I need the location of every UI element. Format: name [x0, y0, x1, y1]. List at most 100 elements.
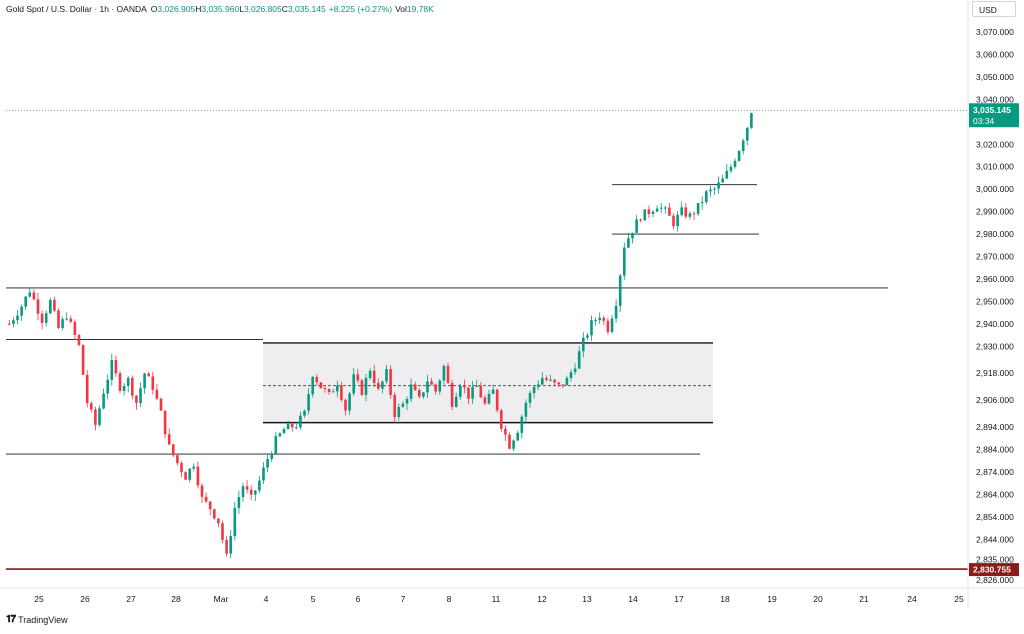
y-tick-label: 3,020.000: [976, 139, 1014, 149]
candle-body: [627, 238, 630, 248]
x-tick-label: 12: [537, 594, 547, 604]
candle-body: [340, 385, 343, 400]
candle-body: [750, 113, 753, 128]
candle-body: [680, 207, 683, 215]
candle-body: [434, 384, 437, 392]
candle-body: [221, 523, 224, 540]
candle-body: [401, 403, 405, 407]
candle-body: [495, 389, 499, 411]
candle-body: [360, 380, 364, 395]
candle-body: [692, 213, 696, 215]
candle-body: [586, 335, 589, 338]
x-tick-label: 18: [720, 594, 730, 604]
candle-body: [184, 472, 187, 480]
candle-body: [233, 507, 237, 537]
candle-body: [327, 389, 331, 393]
candle-body: [40, 313, 44, 323]
tradingview-logo[interactable]: 𝟏𝟕 TradingView: [6, 614, 68, 625]
symbol-title[interactable]: Gold Spot / U.S. Dollar · 1h · OANDA: [6, 4, 147, 14]
candle-body: [61, 319, 64, 328]
x-tick-label: 14: [628, 594, 638, 604]
volume-label: Vol: [395, 4, 407, 14]
candle-body: [32, 292, 36, 300]
candle-body: [180, 463, 183, 473]
candle-body: [24, 296, 27, 307]
candle-body: [155, 389, 159, 399]
candle-body: [659, 207, 663, 209]
x-tick-label: 27: [126, 594, 136, 604]
candle-body: [12, 320, 15, 324]
candle-body: [614, 305, 618, 319]
candle-body: [569, 372, 573, 378]
candle-body: [364, 377, 368, 395]
candle-body: [602, 317, 606, 321]
candle-body: [672, 215, 675, 227]
candle-body: [266, 459, 269, 468]
open-value: 3,026.905: [157, 4, 196, 14]
candle-body: [114, 360, 118, 374]
candle-body: [102, 393, 105, 409]
candle-body: [65, 318, 68, 320]
candle-body: [278, 433, 282, 437]
x-tick-label: 24: [907, 594, 917, 604]
y-tick-label: 3,010.000: [976, 162, 1014, 172]
range-box: [263, 342, 713, 423]
candle-body: [172, 444, 175, 456]
candle-body: [688, 213, 692, 217]
candle-body: [131, 377, 134, 396]
candle-body: [405, 398, 409, 404]
candle-body: [122, 385, 126, 391]
volume-value: 19.78K: [406, 4, 434, 14]
candle-body: [356, 374, 360, 381]
candle-body: [295, 427, 298, 429]
candle-body: [307, 394, 310, 411]
y-tick-label: 2,906.000: [976, 395, 1014, 405]
candle-body: [196, 466, 200, 486]
x-tick-label: 26: [80, 594, 90, 604]
candle-body: [90, 403, 93, 410]
candle-body: [44, 313, 48, 323]
candle-body: [438, 380, 442, 392]
candle-body: [319, 382, 323, 389]
y-tick-label: 3,000.000: [976, 184, 1014, 194]
candle-body: [20, 306, 23, 316]
y-tick-label: 2,918.000: [976, 368, 1014, 378]
candle-body: [746, 127, 749, 141]
candle-body: [676, 214, 679, 227]
candle-body: [549, 379, 552, 381]
candle-body: [258, 480, 261, 491]
x-tick-label: 25: [34, 594, 44, 604]
symbol-header: Gold Spot / U.S. Dollar · 1h · OANDA O 3…: [6, 2, 434, 16]
candle-body: [700, 202, 704, 204]
candle-body: [573, 368, 577, 373]
candle-body: [684, 207, 688, 217]
candle-body: [590, 320, 593, 336]
y-tick-label: 2,844.000: [976, 534, 1014, 544]
currency-selector[interactable]: USD: [972, 1, 1016, 17]
candle-body: [372, 370, 376, 384]
tradingview-mark-icon: 𝟏𝟕: [6, 614, 16, 625]
candle-body: [713, 188, 716, 190]
candle-body: [610, 318, 614, 333]
candle-body: [479, 386, 483, 398]
candle-body: [725, 170, 729, 179]
candle-body: [344, 399, 347, 411]
high-label: H: [195, 4, 202, 14]
candle-body: [741, 140, 745, 152]
candle-body: [541, 378, 544, 385]
x-tick-label: 11: [492, 594, 501, 604]
candle-body: [647, 209, 651, 215]
candle-body: [442, 365, 446, 381]
x-tick-label: 5: [311, 594, 316, 604]
x-tick-label: 13: [582, 594, 592, 604]
candle-body: [504, 428, 507, 435]
x-tick-label: 25: [954, 594, 964, 604]
candle-body: [126, 377, 130, 386]
candle-body: [85, 374, 89, 404]
candle-body: [69, 318, 73, 322]
candle-body: [705, 191, 708, 203]
candle-body: [487, 393, 491, 404]
candle-body: [167, 434, 171, 445]
